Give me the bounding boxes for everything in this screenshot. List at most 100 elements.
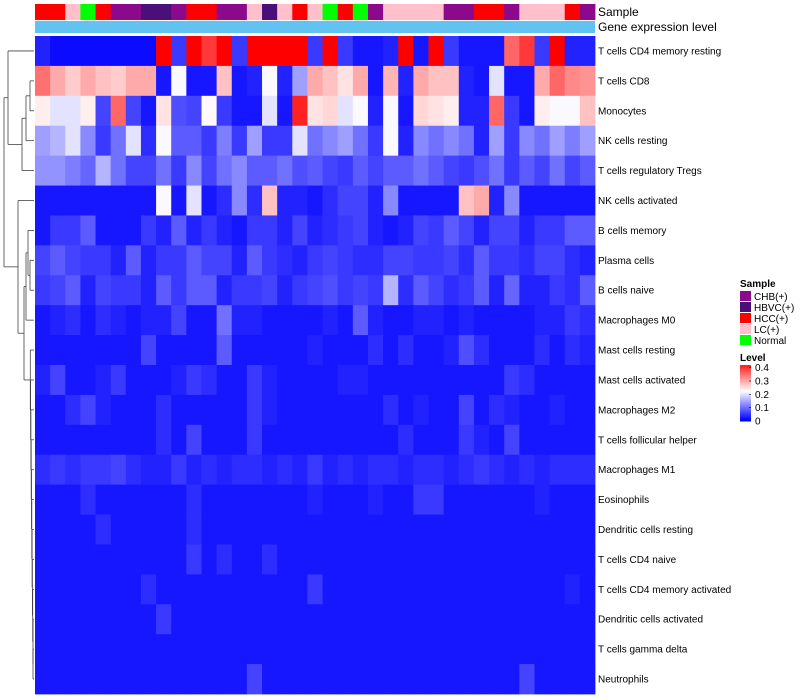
heatmap-cell xyxy=(367,36,384,67)
row-label: T cells CD8 xyxy=(598,76,650,87)
sample-annotation-cell xyxy=(534,4,550,20)
heatmap-cell xyxy=(383,544,399,575)
heatmap-cell xyxy=(95,185,112,216)
heatmap-cell xyxy=(458,95,475,127)
heatmap-cell xyxy=(337,36,354,67)
heatmap-cell xyxy=(292,95,308,127)
heatmap-cell xyxy=(534,604,550,635)
heatmap-cell xyxy=(398,514,414,545)
heatmap-cell xyxy=(50,65,66,97)
heatmap-cell xyxy=(65,484,81,515)
heatmap-cell xyxy=(231,65,248,97)
heatmap-cell xyxy=(352,634,369,665)
heatmap-cell xyxy=(231,544,248,575)
row-label: T cells gamma delta xyxy=(598,645,688,656)
heatmap-cell xyxy=(262,424,278,456)
colorbar-segment xyxy=(740,419,751,422)
heatmap-cell xyxy=(50,305,66,336)
heatmap-cell xyxy=(80,454,96,486)
heatmap-cell xyxy=(383,215,399,246)
heatmap-cell xyxy=(383,275,399,306)
heatmap-cell xyxy=(95,335,112,366)
heatmap-cell xyxy=(65,36,81,67)
row-label: T cells CD4 memory activated xyxy=(598,585,731,596)
heatmap-cell xyxy=(504,604,520,635)
heatmap-cell xyxy=(443,305,460,336)
heatmap-cell xyxy=(292,185,308,216)
heatmap-cell xyxy=(171,155,187,186)
heatmap-cell xyxy=(458,574,475,605)
heatmap-cell xyxy=(140,155,157,186)
heatmap-cell xyxy=(171,514,187,545)
heatmap-cell xyxy=(564,335,581,366)
heatmap-cell xyxy=(201,125,218,157)
heatmap-cell xyxy=(519,125,535,157)
colorbar-segment xyxy=(740,380,751,383)
heatmap-cell xyxy=(519,604,535,635)
heatmap-cell xyxy=(277,305,293,336)
heatmap-cell xyxy=(65,664,81,695)
heatmap-cell xyxy=(428,604,445,635)
heatmap-cell xyxy=(186,36,202,67)
heatmap-cell xyxy=(307,36,323,67)
row-label: Dendritic cells activated xyxy=(598,615,703,626)
heatmap-cell xyxy=(489,634,505,665)
heatmap-cell xyxy=(35,155,51,186)
heatmap-cell xyxy=(292,484,308,515)
heatmap-cell xyxy=(50,36,66,67)
heatmap-cell xyxy=(95,95,112,127)
heatmap-cell xyxy=(383,394,399,426)
heatmap-cell xyxy=(443,155,460,186)
heatmap-cell xyxy=(367,574,384,605)
heatmap-cell xyxy=(352,125,369,157)
heatmap-cell xyxy=(50,454,66,486)
heatmap-cell xyxy=(65,335,81,366)
heatmap-cell xyxy=(579,394,596,426)
heatmap-cell xyxy=(352,454,369,486)
heatmap-cell xyxy=(156,454,172,486)
heatmap-cell xyxy=(398,335,414,366)
heatmap-cell xyxy=(504,155,520,186)
sample-annotation-cell xyxy=(65,4,81,20)
heatmap-cell xyxy=(413,424,429,456)
heatmap-cell xyxy=(262,514,278,545)
heatmap-cell xyxy=(307,95,323,127)
heatmap-cell xyxy=(322,454,339,486)
sample-annotation-cell xyxy=(140,4,157,20)
heatmap-cell xyxy=(110,275,127,306)
heatmap-cell xyxy=(534,275,550,306)
heatmap-cell xyxy=(171,574,187,605)
heatmap-cell xyxy=(65,215,81,246)
heatmap-cell xyxy=(246,245,263,276)
heatmap-cell xyxy=(458,424,475,456)
heatmap-cell xyxy=(413,155,429,186)
heatmap-cell xyxy=(201,245,218,276)
heatmap-cell xyxy=(322,544,339,575)
heatmap-cell xyxy=(35,36,51,67)
heatmap-cell xyxy=(519,215,535,246)
heatmap-cell xyxy=(534,65,550,97)
heatmap-cell xyxy=(80,185,96,216)
heatmap-cell xyxy=(383,454,399,486)
heatmap-cell xyxy=(65,185,81,216)
heatmap-cell xyxy=(125,424,142,456)
heatmap-cell xyxy=(564,155,581,186)
heatmap-cell xyxy=(216,574,233,605)
heatmap-cell xyxy=(579,215,596,246)
heatmap-cell xyxy=(504,544,520,575)
heatmap-cell xyxy=(458,454,475,486)
sample-annotation-cell xyxy=(473,4,490,20)
heatmap-cell xyxy=(292,634,308,665)
colorbar-segment xyxy=(740,401,751,404)
heatmap-cell xyxy=(262,394,278,426)
heatmap-cell xyxy=(171,305,187,336)
heatmap-cell xyxy=(80,544,96,575)
heatmap-cell xyxy=(35,215,51,246)
heatmap-cell xyxy=(504,185,520,216)
heatmap-cell xyxy=(35,604,51,635)
heatmap-cell xyxy=(50,484,66,515)
heatmap-cell xyxy=(156,215,172,246)
heatmap-cell xyxy=(322,155,339,186)
heatmap-cell xyxy=(216,95,233,127)
sample-track-label: Sample xyxy=(598,5,639,19)
